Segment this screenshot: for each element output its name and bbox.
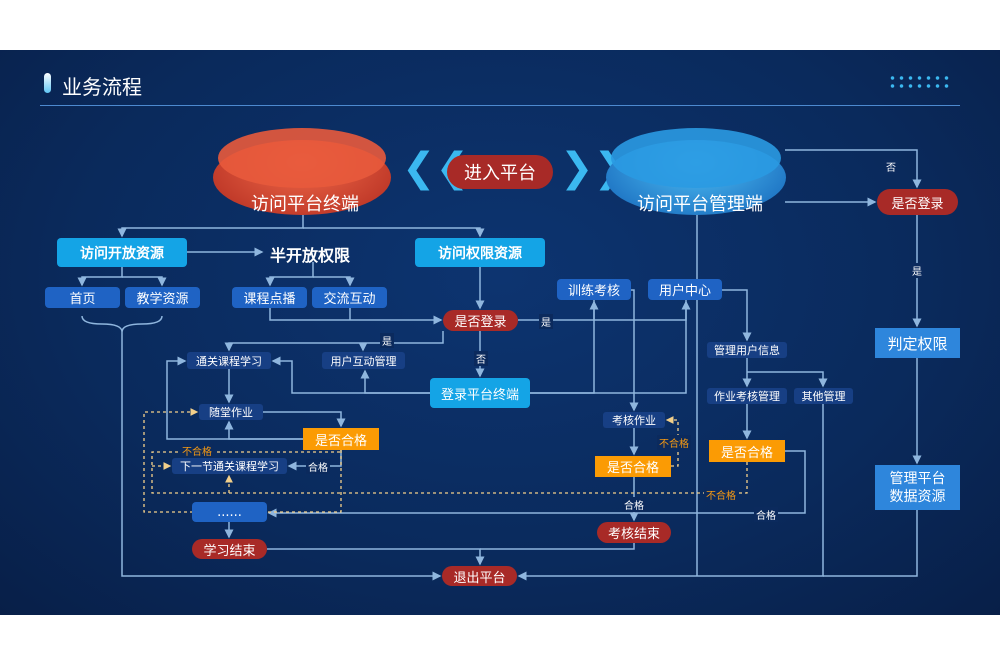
pass-check-node-1[interactable]: 是否合格 <box>303 428 379 450</box>
home-node[interactable]: 首页 <box>45 287 120 308</box>
pass-label-2: 合格 <box>622 497 646 512</box>
fail-label-2: 不合格 <box>657 435 691 450</box>
admin-data-node[interactable]: 管理平台数据资源 <box>875 465 960 510</box>
login-check-node[interactable]: 是否登录 <box>443 310 518 331</box>
admin-login-check-node[interactable]: 是否登录 <box>877 189 958 215</box>
teaching-resources-node[interactable]: 教学资源 <box>125 287 200 308</box>
header-divider <box>40 105 960 106</box>
semi-open-node: 半开放权限 <box>270 246 351 265</box>
open-resources-node[interactable]: 访问开放资源 <box>57 238 187 267</box>
title-bar-icon <box>44 73 51 93</box>
course-study-node[interactable]: 通关课程学习 <box>187 352 271 369</box>
next-course-node[interactable]: 下一节通关课程学习 <box>172 458 287 474</box>
exit-platform-node[interactable]: 退出平台 <box>442 566 517 586</box>
pass-check-node-3[interactable]: 是否合格 <box>709 440 785 462</box>
auth-resources-node[interactable]: 访问权限资源 <box>415 238 545 267</box>
manage-user-info-node[interactable]: 管理用户信息 <box>707 342 787 358</box>
study-end-node[interactable]: 学习结束 <box>192 539 267 559</box>
other-mgmt-node[interactable]: 其他管理 <box>794 388 853 404</box>
pass-label-1: 合格 <box>306 459 330 474</box>
no-label-login: 否 <box>474 351 488 366</box>
user-center-node[interactable]: 用户中心 <box>648 279 722 300</box>
no-label-admin: 否 <box>884 159 898 174</box>
fail-label-3: 不合格 <box>704 487 738 502</box>
terminal-platform-top <box>218 128 386 188</box>
judge-permission-node[interactable]: 判定权限 <box>875 328 960 358</box>
interaction-node[interactable]: 交流互动 <box>312 287 387 308</box>
pass-label-3: 合格 <box>754 507 778 522</box>
dots-decoration <box>888 74 952 90</box>
login-terminal-node[interactable]: 登录平台终端 <box>430 378 530 408</box>
diagram-panel <box>0 50 1000 615</box>
pass-check-node-2[interactable]: 是否合格 <box>595 456 671 477</box>
training-exam-node[interactable]: 训练考核 <box>557 279 631 300</box>
course-vod-node[interactable]: 课程点播 <box>232 287 307 308</box>
more-node[interactable]: ...... <box>192 502 267 522</box>
homework-node[interactable]: 随堂作业 <box>199 404 263 420</box>
admin-platform-label: 访问平台管理端 <box>637 194 763 215</box>
user-interaction-mgmt-node[interactable]: 用户互动管理 <box>322 352 405 369</box>
terminal-platform-label: 访问平台终端 <box>251 194 359 215</box>
page-title: 业务流程 <box>62 75 142 99</box>
fail-label-1: 不合格 <box>180 443 214 458</box>
enter-platform-button[interactable]: 进入平台 <box>447 155 553 189</box>
exam-homework-node[interactable]: 考核作业 <box>603 412 665 428</box>
admin-data-label: 管理平台数据资源 <box>889 470 946 505</box>
homework-exam-mgmt-node[interactable]: 作业考核管理 <box>707 388 787 404</box>
exam-end-node[interactable]: 考核结束 <box>597 522 671 543</box>
admin-platform-top <box>611 128 781 188</box>
yes-label-left: 是 <box>380 333 394 348</box>
yes-label-admin: 是 <box>910 263 924 278</box>
yes-label-right: 是 <box>539 314 553 329</box>
